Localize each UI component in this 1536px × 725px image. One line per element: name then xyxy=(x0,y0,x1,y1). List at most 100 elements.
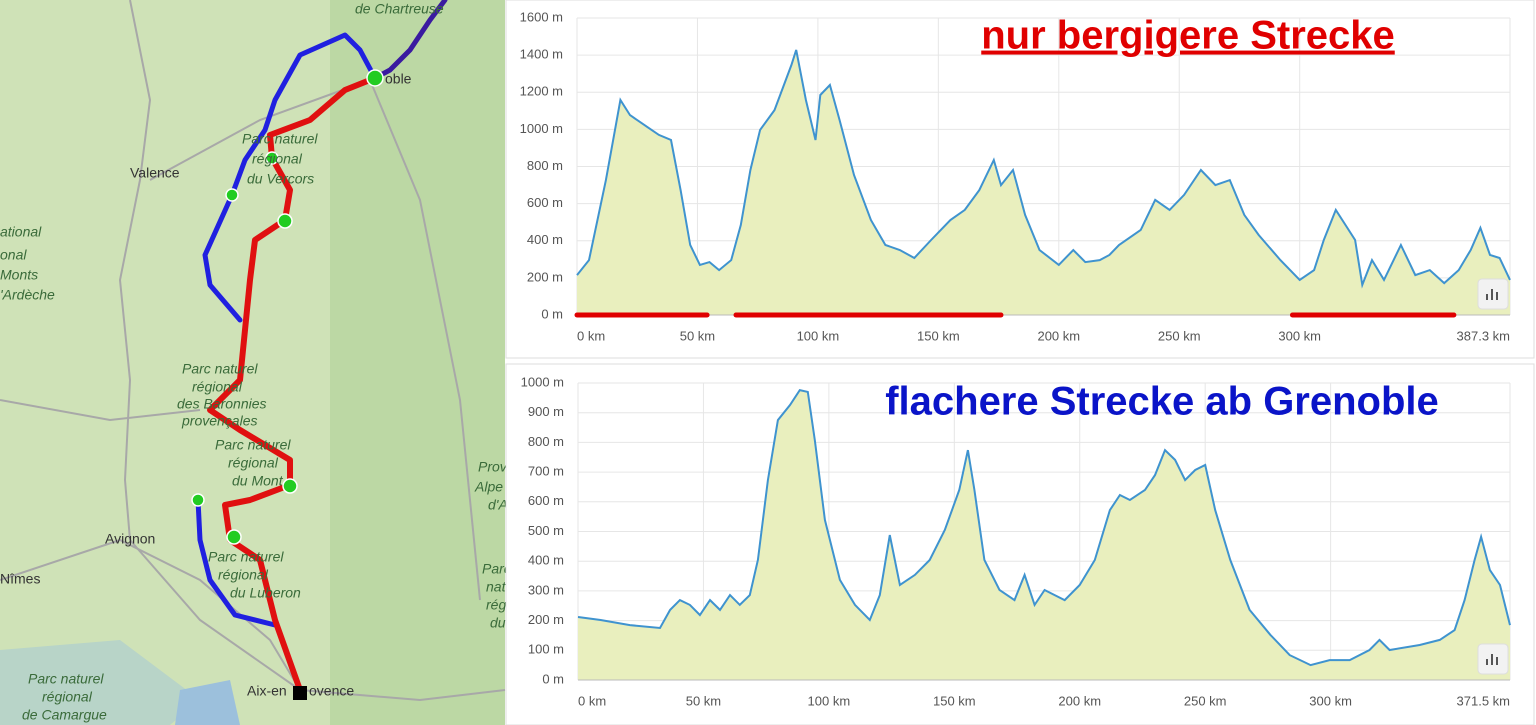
waypoint xyxy=(265,151,279,165)
map-label: Avignon xyxy=(105,531,155,547)
map-label: ovence xyxy=(309,683,354,699)
y-tick-label: 0 m xyxy=(541,306,563,321)
x-tick-label: 100 km xyxy=(797,328,840,343)
map-label: Parc naturel xyxy=(208,549,284,565)
chart-button-icon xyxy=(1486,654,1498,665)
y-tick-label: 1000 m xyxy=(521,374,564,389)
map-label: d'A xyxy=(488,497,508,513)
waypoint xyxy=(277,213,293,229)
map-label: oble xyxy=(385,71,412,87)
map-label: Monts xyxy=(0,267,38,283)
x-tick-label: 0 km xyxy=(577,328,605,343)
elevation-line xyxy=(576,49,1511,289)
map-label: du Vercors xyxy=(247,171,314,187)
x-tick-label: 300 km xyxy=(1278,328,1321,343)
map-label: Parc naturel xyxy=(28,671,104,687)
x-tick-label: 200 km xyxy=(1058,693,1101,708)
waypoint xyxy=(282,478,298,494)
route-shared xyxy=(372,0,448,81)
y-tick-label: 200 m xyxy=(528,612,564,627)
map-label: du xyxy=(490,615,506,631)
waypoint xyxy=(225,188,239,202)
x-tick-label: 50 km xyxy=(680,328,715,343)
x-tick-label: 150 km xyxy=(933,693,976,708)
chart-button-icon xyxy=(1486,289,1498,300)
y-tick-label: 300 m xyxy=(528,582,564,597)
map-label: Parc naturel xyxy=(242,131,318,147)
finish-flag xyxy=(293,686,307,700)
map-label: du Luberon xyxy=(230,585,301,601)
map-label: Parc naturel xyxy=(182,361,258,377)
map-points xyxy=(191,69,384,545)
y-tick-label: 1000 m xyxy=(520,121,563,136)
chart-title: flachere Strecke ab Grenoble xyxy=(885,380,1439,424)
elevation-area xyxy=(578,390,1510,680)
map-label: provençales xyxy=(181,413,258,429)
x-tick-label: 150 km xyxy=(917,328,960,343)
road xyxy=(118,0,152,541)
y-tick-label: 400 m xyxy=(528,553,564,568)
map-label: régional xyxy=(42,689,93,705)
map-label: Nîmes xyxy=(0,571,40,587)
map-label: régional xyxy=(252,151,303,167)
x-tick-label: 371.5 km xyxy=(1457,693,1510,708)
y-tick-label: 800 m xyxy=(528,434,564,449)
map-label: Alpe xyxy=(474,479,503,495)
map-label: 'Ardèche xyxy=(0,287,55,303)
x-tick-label: 250 km xyxy=(1184,693,1227,708)
y-tick-label: 0 m xyxy=(542,671,564,686)
road xyxy=(0,399,201,422)
y-tick-label: 600 m xyxy=(528,493,564,508)
map-label: Prov xyxy=(478,459,508,475)
road xyxy=(369,79,481,601)
map-wetland xyxy=(0,640,200,725)
map-label: nat xyxy=(486,579,507,595)
map-label: régional xyxy=(228,455,279,471)
y-tick-label: 600 m xyxy=(527,195,563,210)
route-mountain xyxy=(207,75,378,693)
x-tick-label: 200 km xyxy=(1037,328,1080,343)
map-label: régional xyxy=(218,567,269,583)
chart-title: nur bergigere Strecke xyxy=(981,14,1395,58)
elevation-line xyxy=(577,388,1511,667)
map-forest xyxy=(330,0,505,725)
x-tick-label: 300 km xyxy=(1309,693,1352,708)
x-tick-label: 50 km xyxy=(686,693,721,708)
waypoint xyxy=(366,69,384,87)
map-label: ational xyxy=(0,224,42,240)
map-label: Aix-en xyxy=(247,683,287,699)
map-label: du Mont xyxy=(232,473,284,489)
waypoint xyxy=(191,493,205,507)
y-tick-label: 200 m xyxy=(527,269,563,284)
y-tick-label: 100 m xyxy=(528,642,564,657)
map-label: rég xyxy=(486,597,506,613)
map-water xyxy=(175,680,240,725)
y-tick-label: 1600 m xyxy=(520,9,563,24)
y-tick-label: 700 m xyxy=(528,464,564,479)
x-tick-label: 100 km xyxy=(808,693,851,708)
road xyxy=(0,538,301,691)
x-tick-label: 250 km xyxy=(1158,328,1201,343)
route-flat xyxy=(202,32,378,323)
route-flat xyxy=(195,497,278,628)
road xyxy=(149,79,371,181)
map-label: Valence xyxy=(130,165,180,181)
map-label: régional xyxy=(192,379,243,395)
map-label: de Camargue xyxy=(22,707,107,723)
y-tick-label: 900 m xyxy=(528,404,564,419)
map-routes xyxy=(195,0,448,693)
map: de Chartreuse oble Valence Parc naturel … xyxy=(0,0,511,725)
y-tick-label: 800 m xyxy=(527,158,563,173)
y-tick-label: 1200 m xyxy=(520,84,563,99)
map-roads xyxy=(0,0,506,702)
map-label: Parc xyxy=(482,561,511,577)
x-tick-label: 387.3 km xyxy=(1457,328,1510,343)
x-tick-label: 0 km xyxy=(578,693,606,708)
map-label: Parc naturel xyxy=(215,437,291,453)
map-label: des Baronnies xyxy=(177,396,267,412)
elevation-area xyxy=(577,49,1510,316)
map-label: onal xyxy=(0,247,27,263)
y-tick-label: 400 m xyxy=(527,232,563,247)
